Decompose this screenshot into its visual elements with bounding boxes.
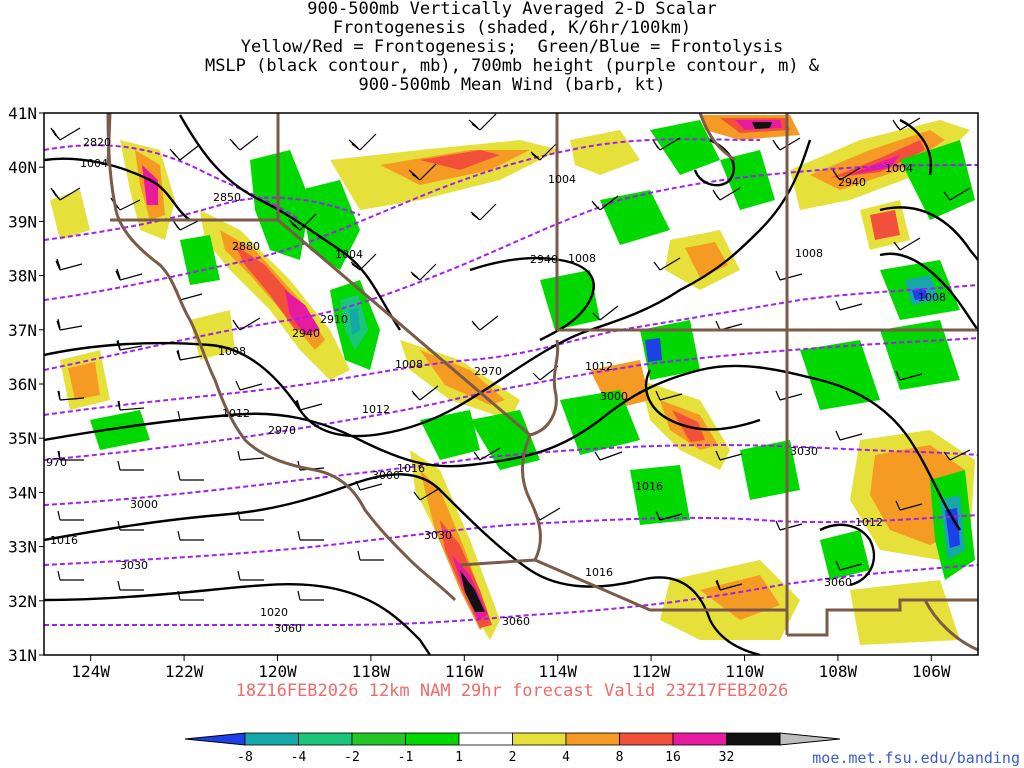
height-label: 2970: [474, 365, 502, 378]
mslp-label: 1008: [918, 291, 946, 304]
mslp-label: 1012: [362, 403, 390, 416]
wind-barbs: [50, 113, 971, 601]
lat-label: 37N: [8, 321, 37, 340]
lat-label: 40N: [8, 158, 37, 177]
colorbar-segment: [726, 732, 781, 746]
mslp-label: 1012: [222, 407, 250, 420]
mslp-label: 1020: [260, 606, 288, 619]
colorbar-segment: [512, 732, 567, 746]
colorbar-max-arrow: [779, 732, 841, 746]
frontogenesis-shading: [50, 115, 975, 645]
lon-label: 112W: [632, 662, 671, 681]
lon-label: 124W: [71, 662, 110, 681]
colorbar-tick-label: 4: [562, 750, 570, 765]
mslp-label: 1016: [585, 566, 613, 579]
colorbar-tick-label: -2: [344, 750, 360, 765]
lat-label: 31N: [8, 646, 37, 665]
height-label: 3060: [274, 622, 302, 635]
colorbar-tick-label: 8: [616, 750, 624, 765]
height-label: 2940: [530, 253, 558, 266]
mslp-contours: [44, 114, 978, 655]
latitude-axis: 41N 40N 39N 38N 37N 36N 35N 34N 33N 32N 31N: [8, 104, 44, 665]
lon-label: 108W: [819, 662, 858, 681]
height-label: 3000: [130, 498, 158, 511]
colorbar-segment: [298, 732, 353, 746]
mslp-label: 1008: [218, 345, 246, 358]
lon-label: 106W: [912, 662, 951, 681]
credit-url[interactable]: moe.met.fsu.edu/banding: [812, 749, 1020, 767]
mslp-label: 1008: [568, 252, 596, 265]
height-label: 2940: [292, 327, 320, 340]
lat-label: 41N: [8, 104, 37, 123]
chart-title: 900-500mb Vertically Averaged 2-D Scalar…: [0, 0, 1024, 95]
lat-label: 34N: [8, 483, 37, 502]
height-label: 3030: [790, 445, 818, 458]
colorbar-segment: [619, 732, 674, 746]
colorbar-tick-label: -8: [237, 750, 253, 765]
colorbar-segment: [672, 732, 727, 746]
mslp-label: 1008: [395, 358, 423, 371]
lat-label: 36N: [8, 375, 37, 394]
lon-label: 122W: [165, 662, 204, 681]
lat-label: 33N: [8, 538, 37, 557]
lon-label: 110W: [725, 662, 764, 681]
title-line-5: 900-500mb Mean Wind (barb, kt): [358, 75, 666, 95]
height-label: 3030: [120, 559, 148, 572]
title-line-2: Frontogenesis (shaded, K/6hr/100km): [332, 18, 692, 38]
title-line-3: Yellow/Red = Frontogenesis; Green/Blue =…: [240, 37, 784, 57]
mslp-label: 1004: [80, 157, 108, 170]
lat-label: 39N: [8, 212, 37, 231]
colorbar-segment: [405, 732, 460, 746]
height-label: 3060: [502, 615, 530, 628]
mslp-label: 1004: [885, 162, 913, 175]
height-label: 970: [46, 456, 67, 469]
height-label: 3060: [824, 576, 852, 589]
mslp-label: 1004: [548, 173, 576, 186]
mslp-label: 1016: [397, 462, 425, 475]
lon-label: 118W: [352, 662, 391, 681]
colorbar-tick-label: -1: [398, 750, 414, 765]
title-line-1: 900-500mb Vertically Averaged 2-D Scalar: [307, 0, 717, 19]
mslp-label: 1016: [635, 480, 663, 493]
mslp-label: 1012: [585, 360, 613, 373]
mslp-label: 1012: [855, 516, 883, 529]
title-line-4: MSLP (black contour, mb), 700mb height (…: [204, 56, 820, 76]
colorbar-min-arrow: [184, 732, 246, 746]
geographic-borders: [106, 113, 978, 652]
colorbar-tick-label: 2: [509, 750, 517, 765]
mslp-label: 1016: [50, 534, 78, 547]
contour-labels: 1004 1004 1004 1004 1008 1008 1008 1008 …: [46, 136, 946, 635]
lon-label: 114W: [538, 662, 577, 681]
colorbar: -8 -4 -2 -1 1 2 4 8 16 32: [184, 732, 841, 765]
height-label: 2850: [213, 191, 241, 204]
colorbar-tick-label: -4: [291, 750, 307, 765]
colorbar-segment: [244, 732, 299, 746]
colorbar-tick-label: 16: [665, 750, 681, 765]
height-label: 2970: [268, 424, 296, 437]
lon-label: 120W: [258, 662, 297, 681]
colorbar-segment: [351, 732, 406, 746]
mslp-label: 1008: [795, 247, 823, 260]
lat-label: 32N: [8, 592, 37, 611]
colorbar-tick-label: 32: [719, 750, 735, 765]
colorbar-segment: [565, 732, 620, 746]
height-label: 2940: [838, 176, 866, 189]
height-label: 3000: [372, 469, 400, 482]
mslp-label: 1004: [335, 248, 363, 261]
lat-label: 38N: [8, 267, 37, 286]
height-label: 2910: [320, 313, 348, 326]
colorbar-tick-label: 1: [455, 750, 463, 765]
longitude-axis: 124W 122W 120W 118W 116W 114W 112W 110W 108W 106W: [71, 655, 951, 681]
height-label: 3030: [424, 529, 452, 542]
forecast-caption: 18Z16FEB2026 12km NAM 29hr forecast Vali…: [235, 681, 789, 701]
height-label: 2880: [232, 240, 260, 253]
map-field: 1004 1004 1004 1004 1008 1008 1008 1008 …: [44, 113, 978, 655]
lat-label: 35N: [8, 429, 37, 448]
height-label: 3000: [600, 390, 628, 403]
colorbar-segment: [458, 732, 513, 746]
height-label: 2820: [83, 136, 111, 149]
lon-label: 116W: [445, 662, 484, 681]
